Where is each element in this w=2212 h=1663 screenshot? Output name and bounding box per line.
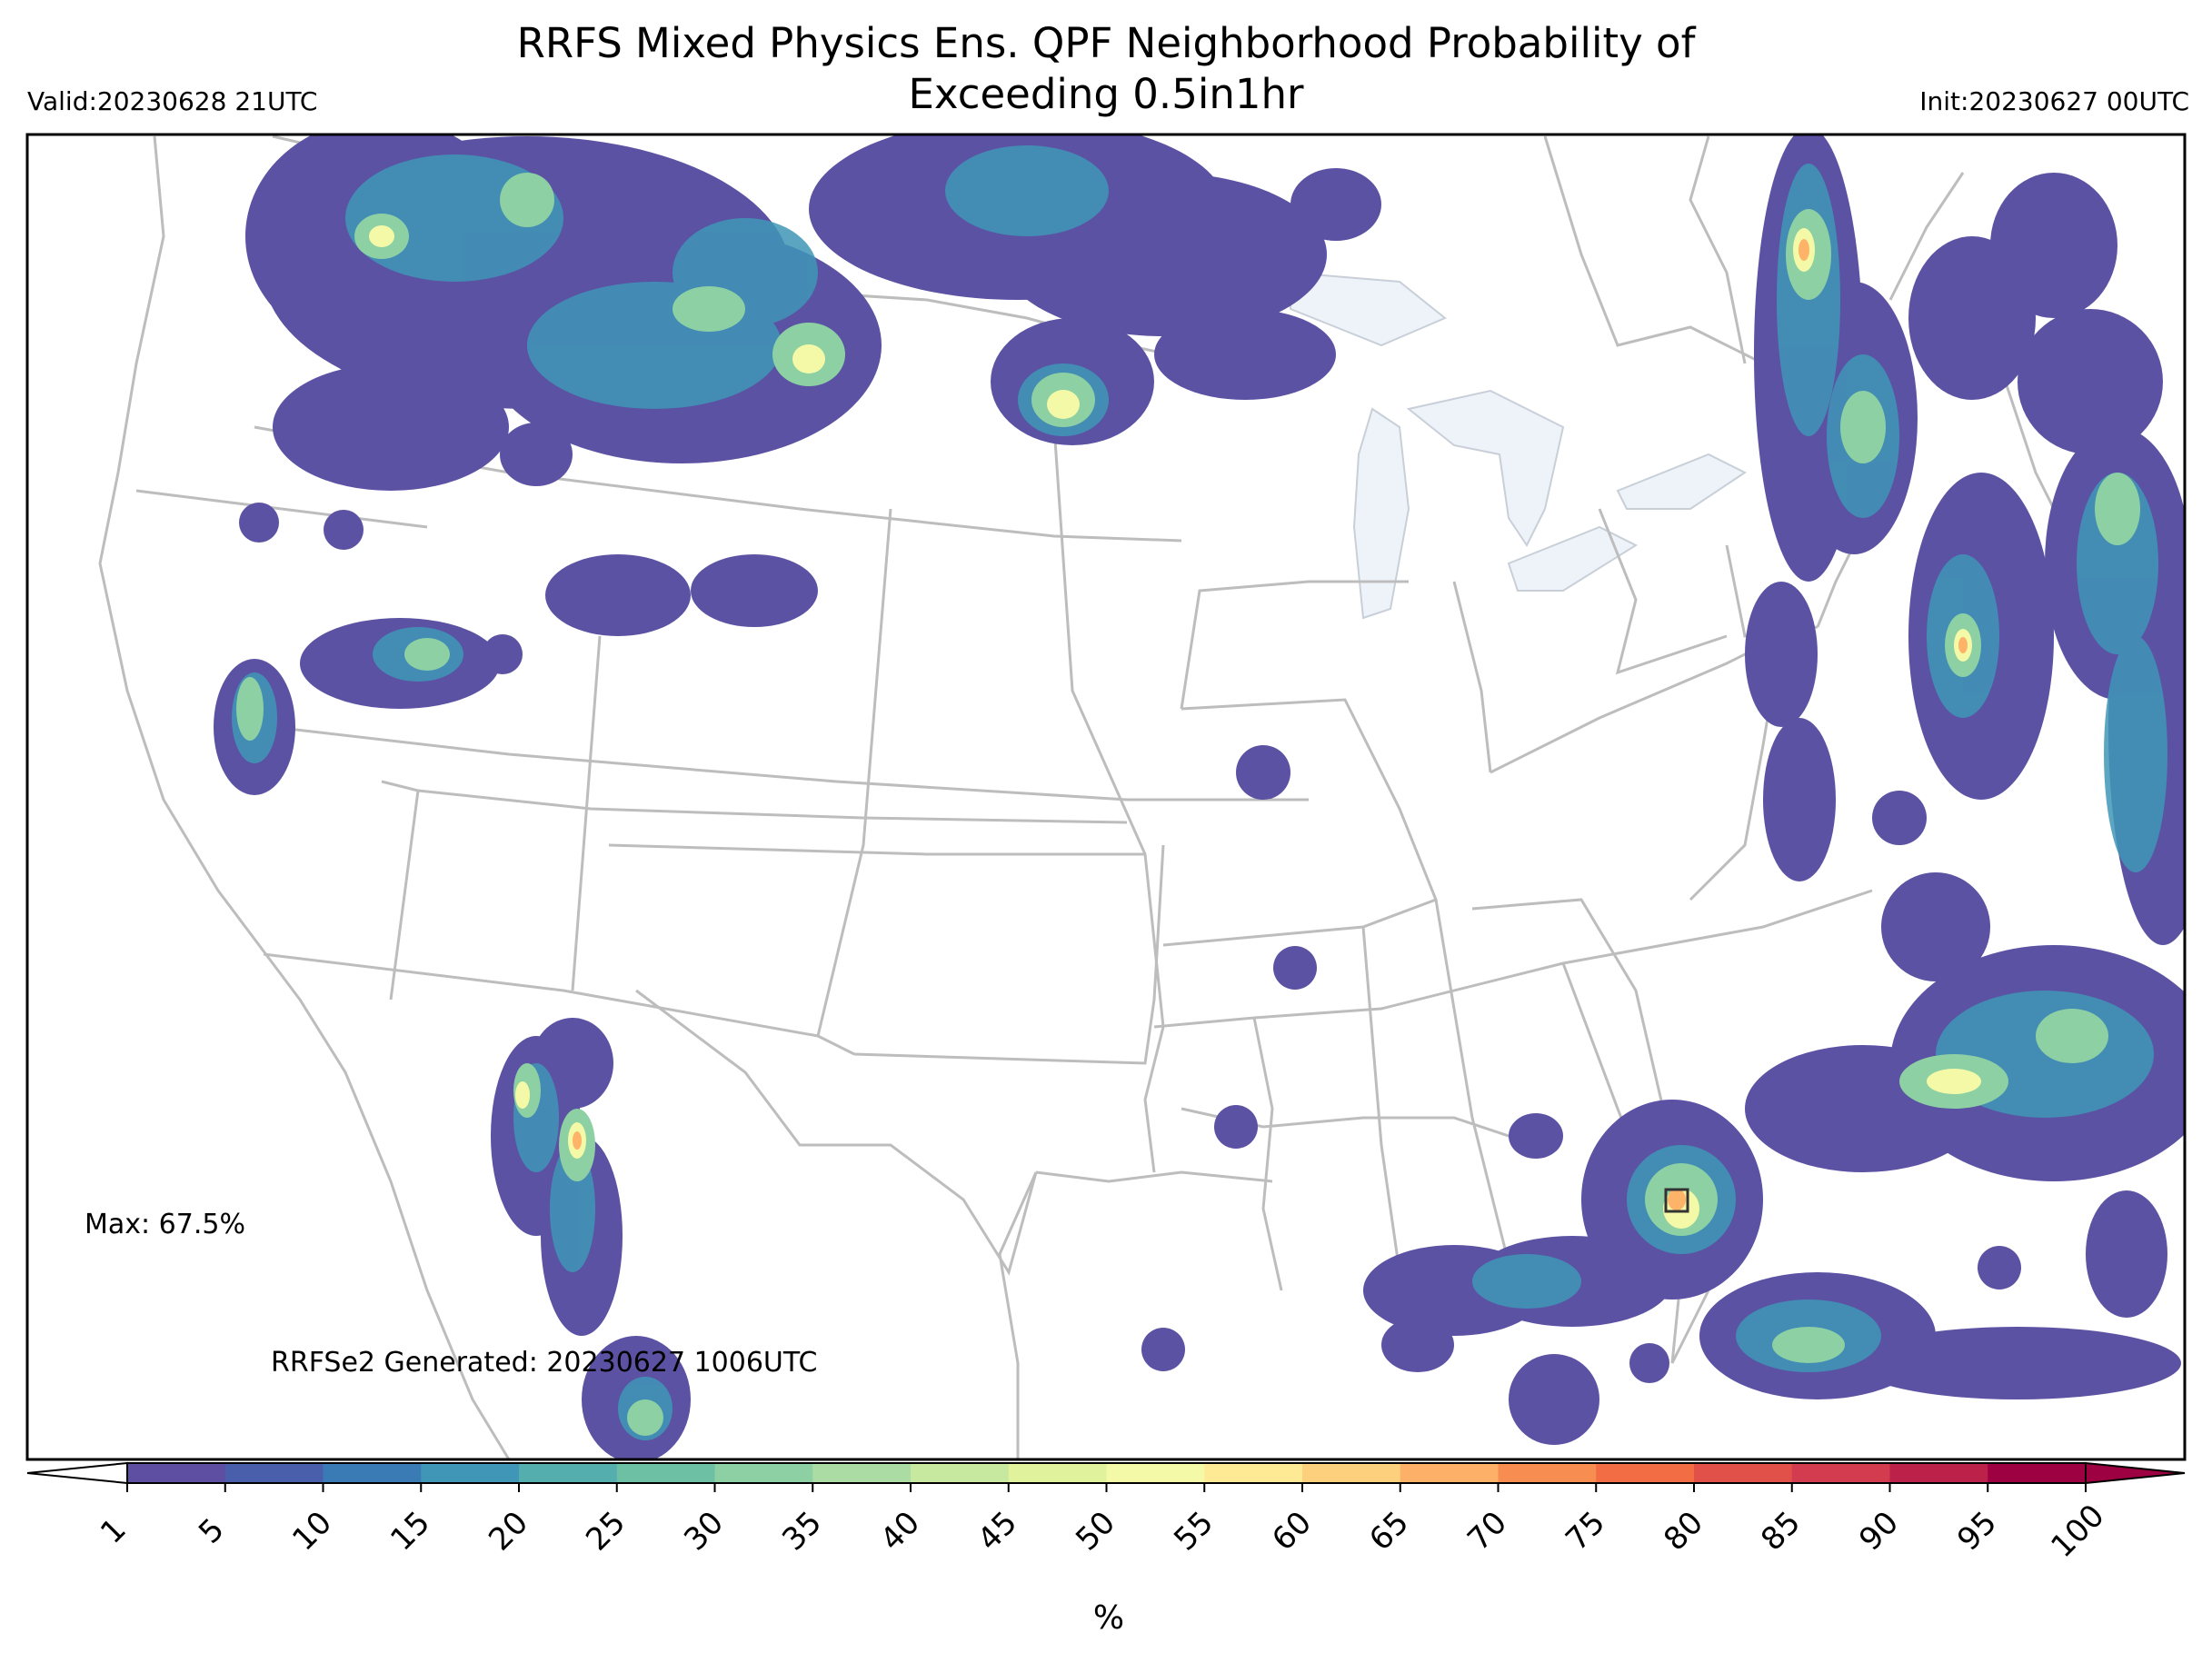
colorbar-segment: [1106, 1463, 1205, 1483]
probability-fill-max: [573, 239, 1968, 1210]
colorbar-segment: [1988, 1463, 2087, 1483]
max-location-marker: [1664, 1188, 1689, 1213]
colorbar-segment: [1791, 1463, 1890, 1483]
colorbar-segment: [1302, 1463, 1401, 1483]
colorbar-segment: [616, 1463, 715, 1483]
colorbar-segment: [714, 1463, 813, 1483]
title-line-2: Exceeding 0.5in1hr: [908, 70, 1304, 118]
init-time-label: Init:20230627 00UTC: [1919, 86, 2189, 116]
colorbar-segment: [1694, 1463, 1793, 1483]
colorbar-segment: [421, 1463, 520, 1483]
colorbar-segment: [1498, 1463, 1597, 1483]
colorbar-segment: [1400, 1463, 1499, 1483]
colorbar: [26, 1461, 2186, 1492]
colorbar-extend-low: [26, 1461, 128, 1485]
colorbar-segment: [911, 1463, 1010, 1483]
colorbar-segment: [224, 1463, 324, 1483]
colorbar-segment: [1204, 1463, 1303, 1483]
max-value-label: Max: 67.5%: [85, 1209, 245, 1240]
colorbar-segment: [323, 1463, 422, 1483]
map-title: RRFS Mixed Physics Ens. QPF Neighborhood…: [0, 18, 2212, 120]
colorbar-segment: [519, 1463, 618, 1483]
colorbar-segment: [127, 1463, 226, 1483]
political-borders: [98, 134, 2074, 1459]
title-line-1: RRFS Mixed Physics Ens. QPF Neighborhood…: [516, 19, 1696, 67]
great-lakes: [1290, 271, 1747, 620]
map-frame: [25, 133, 2187, 1461]
colorbar-segment: [1008, 1463, 1107, 1483]
generated-label: RRFSe2 Generated: 20230627 1006UTC: [271, 1347, 818, 1379]
colorbar-segment: [1889, 1463, 1988, 1483]
colorbar-segment: [1596, 1463, 1695, 1483]
colorbar-extend-high: [2085, 1461, 2186, 1485]
valid-time-label: Valid:20230628 21UTC: [27, 86, 318, 116]
colorbar-unit-label: %: [1092, 1599, 1125, 1637]
colorbar-segment: [812, 1463, 912, 1483]
